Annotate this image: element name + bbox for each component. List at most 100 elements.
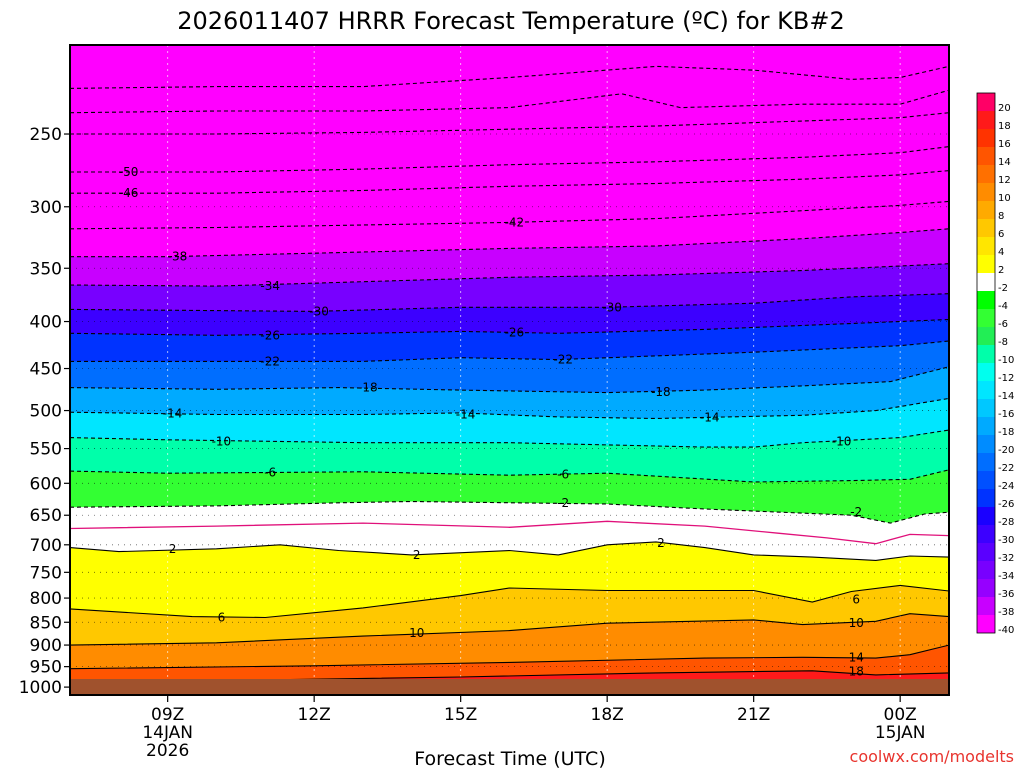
colorbar-swatch (977, 507, 995, 525)
colorbar-swatch (977, 471, 995, 489)
colorbar-label: 18 (998, 121, 1011, 132)
contour-label: -30 (309, 304, 329, 318)
credit-text: coolwx.com/modelts (850, 747, 1014, 766)
contour-label: -18 (651, 385, 671, 399)
y-tick-label: 700 (30, 536, 62, 556)
colorbar-label: 4 (998, 247, 1004, 258)
colorbar-swatch (977, 147, 995, 165)
y-tick-label: 250 (30, 125, 62, 145)
contour-label: -14 (163, 407, 183, 421)
y-tick-label: 450 (30, 360, 62, 380)
colorbar-swatch (977, 93, 995, 111)
colorbar-label: -24 (998, 481, 1014, 492)
colorbar-label: -20 (998, 445, 1014, 456)
contour-label: 2 (413, 548, 421, 562)
contour-label: 18 (849, 665, 864, 679)
contour-label: -22 (260, 354, 280, 368)
colorbar-label: -8 (998, 337, 1008, 348)
x-tick-label: 21Z (737, 705, 770, 725)
colorbar-label: -32 (998, 553, 1014, 564)
isotherm--26 (70, 318, 949, 336)
colorbar-swatch (977, 525, 995, 543)
contour-label: -10 (832, 434, 852, 448)
x-tick-label: 2026 (146, 741, 189, 761)
colorbar-swatch (977, 219, 995, 237)
plot-area: -50-46-42-38-34-30 -30-26 -26-22 -22-18 -18-… (70, 45, 949, 695)
colorbar-swatch (977, 381, 995, 399)
isotherm-contours (70, 65, 949, 688)
colorbar-swatch (977, 273, 995, 291)
contour-label: -2 (557, 496, 569, 510)
colorbar-label: -26 (998, 499, 1014, 510)
colorbar-label: -40 (998, 625, 1014, 636)
y-tick-label: 950 (30, 658, 62, 678)
temperature-bands (70, 66, 949, 695)
contour-label: -38 (168, 250, 188, 264)
ground-layer (70, 679, 949, 695)
isotherm--62 (70, 65, 949, 89)
contour-label: 10 (849, 616, 864, 630)
isotherm--46 (70, 170, 949, 194)
y-tick-label: 500 (30, 402, 62, 422)
isotherm--38 (70, 228, 949, 258)
isotherm--34 (70, 263, 949, 287)
contour-label: -6 (557, 468, 569, 482)
colorbar-swatch (977, 561, 995, 579)
isotherm-14 (70, 644, 949, 670)
colorbar-swatch (977, 291, 995, 309)
contour-label: -22 (553, 353, 573, 367)
colorbar-label: 14 (998, 157, 1011, 168)
colorbar-swatch (977, 363, 995, 381)
contour-label: -2 (850, 505, 862, 519)
contour-label: 2 (657, 536, 665, 550)
colorbar-swatch (977, 111, 995, 129)
x-tick-label: 15Z (444, 705, 477, 725)
x-tick-label: 09Z (151, 705, 184, 725)
colorbar-swatch (977, 417, 995, 435)
colorbar-label: -14 (998, 391, 1014, 402)
colorbar-label: -4 (998, 301, 1008, 312)
isotherm--10 (70, 429, 949, 448)
colorbar-swatch (977, 201, 995, 219)
y-tick-label: 1000 (19, 678, 62, 698)
y-tick-label: 750 (30, 563, 62, 583)
colorbar-label: -18 (998, 427, 1014, 438)
isotherm-2 (70, 541, 949, 561)
isotherm--6 (70, 469, 949, 483)
colorbar-label: -34 (998, 571, 1014, 582)
colorbar-swatch (977, 615, 995, 633)
isotherm--50 (70, 146, 949, 173)
contour-label: 2 (169, 542, 177, 556)
contour-label: -6 (264, 466, 276, 480)
colorbar-swatch (977, 255, 995, 273)
colorbar-label: 2 (998, 265, 1004, 276)
plot-frame (69, 44, 950, 696)
y-tick-label: 550 (30, 440, 62, 460)
isotherm--18 (70, 366, 949, 394)
contour-label: -30 (602, 300, 622, 314)
y-tick-label: 800 (30, 589, 62, 609)
colorbar-label: -38 (998, 607, 1014, 618)
colorbar-swatch (977, 399, 995, 417)
y-tick-label: 900 (30, 636, 62, 656)
y-tick-label: 650 (30, 506, 62, 526)
colorbar-label: -16 (998, 409, 1014, 420)
contour-label: -26 (260, 328, 280, 342)
colorbar-swatch (977, 579, 995, 597)
isotherm--58 (70, 89, 949, 114)
contour-label: 14 (849, 650, 864, 664)
contour-label: -18 (358, 381, 378, 395)
contour-label: 10 (409, 626, 424, 640)
x-axis-label: Forecast Time (UTC) (414, 748, 605, 768)
colorbar-swatch (977, 129, 995, 147)
colorbar-swatch (977, 237, 995, 255)
contour-label: -14 (456, 408, 476, 422)
colorbar-label: -12 (998, 373, 1014, 384)
isotherm-0 (70, 520, 949, 545)
contour-label: -26 (505, 325, 525, 339)
colorbar-label: -6 (998, 319, 1008, 330)
colorbar-label: -22 (998, 463, 1014, 474)
colorbar-label: 20 (998, 103, 1011, 114)
isotherm--54 (70, 112, 949, 135)
colorbar-swatch (977, 489, 995, 507)
